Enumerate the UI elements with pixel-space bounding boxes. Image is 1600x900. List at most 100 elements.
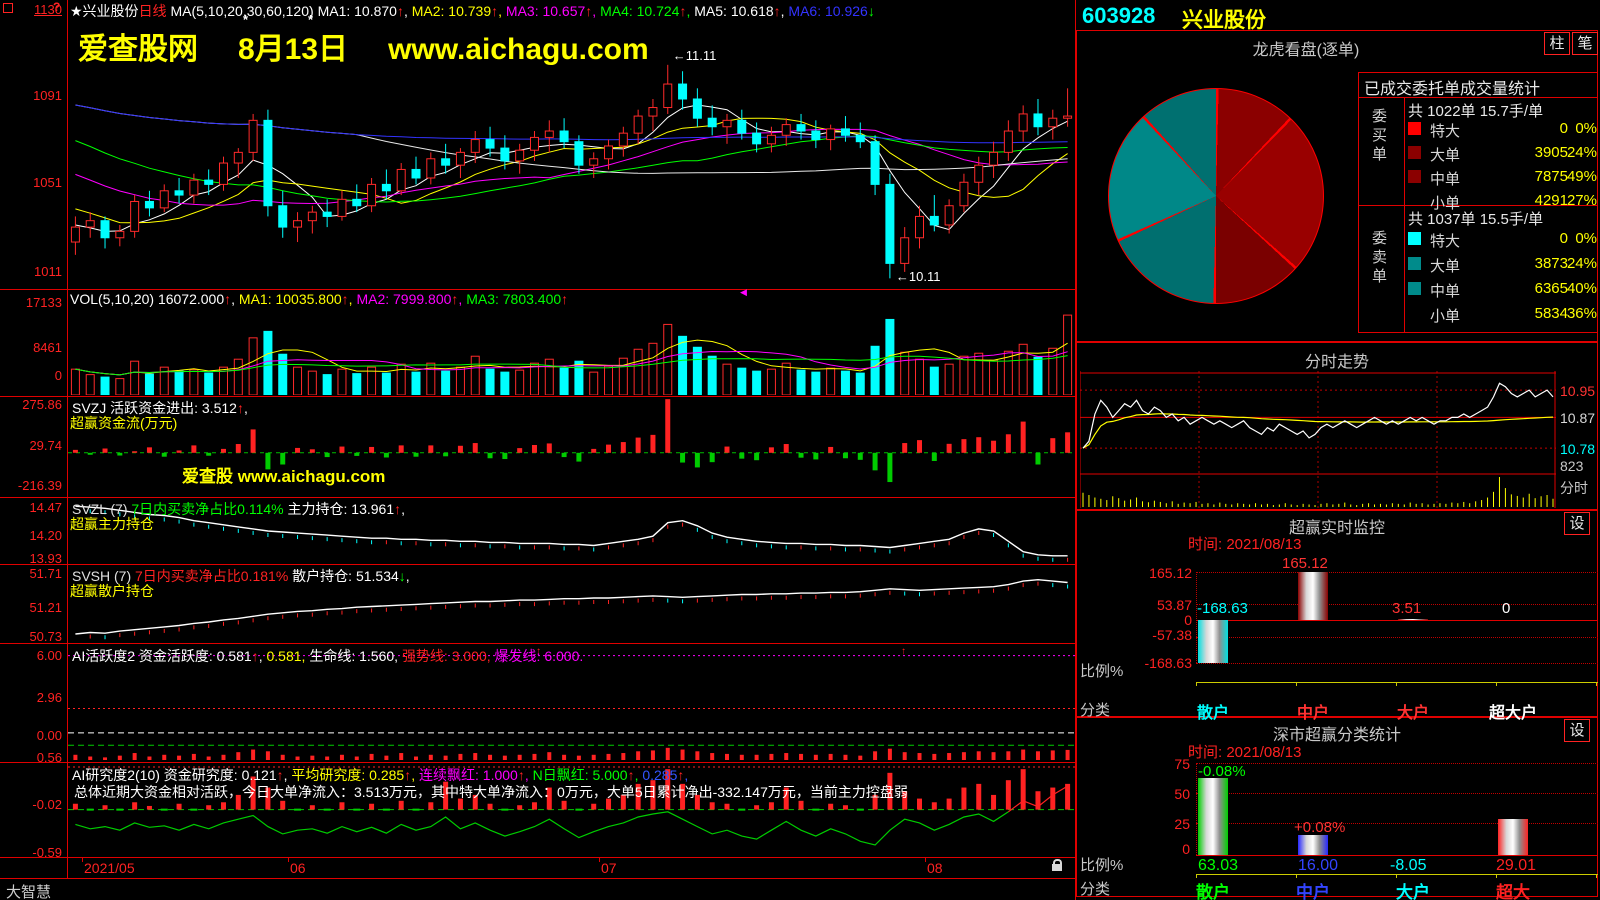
text-segment: , bbox=[411, 767, 420, 783]
axis-label-svzj: 29.74 bbox=[29, 438, 62, 453]
statusbar-separator bbox=[0, 878, 1075, 879]
text-segment: MA2: 10.739 bbox=[411, 3, 492, 19]
tick-mode-button[interactable]: 笔 bbox=[1572, 32, 1598, 55]
order-swatch bbox=[1408, 122, 1421, 135]
gridline bbox=[1196, 637, 1598, 638]
text-segment: 总体近期大资金相对活跃，今日大单净流入：3.513万元，其中特大单净流入：0万元… bbox=[74, 784, 908, 800]
table-border bbox=[1404, 97, 1405, 332]
svzl-subtitle: 超赢主力持仓 bbox=[70, 514, 154, 534]
text-segment: 平均研究度: 0.285 bbox=[291, 767, 405, 783]
axis-label-kline: 1011 bbox=[34, 264, 62, 279]
gridline bbox=[1196, 663, 1598, 664]
kline-chart[interactable] bbox=[68, 20, 1075, 289]
volume-chart[interactable] bbox=[68, 308, 1075, 395]
ai-yanjiudu-chart[interactable] bbox=[68, 764, 1075, 856]
buy-side-label: 委买单 bbox=[1370, 108, 1387, 165]
app-name: 大智慧 bbox=[6, 884, 52, 900]
gridline bbox=[1196, 763, 1598, 764]
text-segment: MA(5,10,20,30,60,120) bbox=[166, 3, 318, 19]
shenshi-ratio-label: 比例% bbox=[1080, 857, 1124, 874]
text-segment: MA2: 7999.800 bbox=[356, 291, 452, 307]
text-segment: , bbox=[405, 568, 410, 584]
monitor-category-超大户: 超大户 bbox=[1488, 705, 1537, 722]
longhu-title: 龙虎看盘(逐单) bbox=[1252, 42, 1360, 59]
axis-label-kline: 1051 bbox=[33, 175, 62, 190]
text-segment: 超赢主力持仓 bbox=[70, 516, 154, 532]
scroll-left-icon[interactable]: ◀ bbox=[740, 287, 747, 297]
fenshi-volume-label: 823 bbox=[1560, 458, 1584, 474]
text-segment: ↑ bbox=[451, 291, 459, 307]
order-volume-value: 7875 bbox=[1534, 168, 1568, 185]
text-segment: 超赢散户持仓 bbox=[70, 583, 154, 599]
event-marker-icon: * bbox=[308, 12, 314, 27]
fenshi-prevclose-label: 10.87 bbox=[1560, 410, 1596, 426]
axis-label-ai1: 0.00 bbox=[36, 728, 62, 743]
order-volume-pie-chart[interactable] bbox=[1108, 88, 1324, 304]
monitor-ytick: -57.38 bbox=[1152, 627, 1192, 643]
text-segment: N日飘红: 5.000 bbox=[532, 767, 628, 783]
text-segment: MA6: 10.926 bbox=[788, 3, 868, 19]
axis-tick bbox=[1496, 874, 1497, 878]
watermark-site: 爱查股网 bbox=[78, 33, 198, 66]
ai-yanjiudu-header: AI研究度2(10) 资金研究度: 0.121↑, 平均研究度: 0.285↑,… bbox=[72, 765, 688, 785]
date-label: 07 bbox=[601, 860, 617, 876]
capital-summary-text: 总体近期大资金相对活跃，今日大单净流入：3.513万元，其中特大单净流入：0万元… bbox=[74, 782, 908, 802]
svzl-chart[interactable] bbox=[68, 500, 1075, 562]
panel-separator bbox=[0, 497, 1075, 498]
shenshi-ytick: 25 bbox=[1174, 816, 1190, 832]
panel-separator bbox=[0, 289, 1075, 290]
text-segment: , bbox=[486, 648, 495, 664]
monitor-value-label: 0 bbox=[1502, 600, 1511, 617]
order-stats-title: 已成交委托单成交量统计 bbox=[1364, 81, 1541, 98]
text-segment: , bbox=[686, 3, 695, 19]
monitor-ytick: 53.87 bbox=[1156, 597, 1192, 613]
monitor-category-中户: 中户 bbox=[1296, 705, 1329, 722]
svsh-chart[interactable] bbox=[68, 567, 1075, 641]
svzl-header: SVZL (7) 7日内买卖净占比0.114% 主力持仓: 13.961↑, bbox=[72, 499, 405, 519]
date-tick bbox=[82, 857, 83, 862]
shenshi-category-超大: 超大 bbox=[1496, 883, 1530, 900]
text-segment: ↑ bbox=[561, 291, 569, 307]
shenshi-ytick: 50 bbox=[1174, 786, 1190, 802]
text-segment: , bbox=[634, 767, 643, 783]
axis-tick bbox=[1396, 682, 1397, 686]
text-segment: , bbox=[780, 3, 789, 19]
ai-huoyuedu-chart[interactable] bbox=[68, 646, 1075, 760]
gridline bbox=[1196, 763, 1197, 855]
axis-label-ai2: -0.02 bbox=[32, 797, 62, 812]
watermark-url: www.aichagu.com bbox=[388, 33, 649, 66]
shenshi-settings-button[interactable]: 设 bbox=[1564, 719, 1590, 742]
shenshi-time: 时间: 2021/08/13 bbox=[1188, 744, 1302, 761]
order-percent-value: 24% bbox=[1566, 255, 1597, 272]
text-segment: , bbox=[394, 648, 402, 664]
zero-line bbox=[1196, 855, 1598, 856]
axis-label-kline: 1091 bbox=[33, 88, 62, 103]
order-size-label: 中单 bbox=[1430, 283, 1461, 300]
date-tick bbox=[925, 857, 926, 862]
signal-arrow-icon: ↑ bbox=[536, 646, 541, 657]
axis-label-svsh: 51.21 bbox=[29, 600, 62, 615]
svsh-subtitle: 超赢散户持仓 bbox=[70, 581, 154, 601]
bar-mode-button[interactable]: 柱 bbox=[1544, 32, 1570, 55]
text-segment: , bbox=[403, 3, 412, 19]
table-border bbox=[1358, 72, 1359, 332]
monitor-ytick: 165.12 bbox=[1149, 565, 1192, 581]
shenshi-category-散户: 散户 bbox=[1196, 883, 1230, 900]
order-swatch bbox=[1408, 282, 1421, 295]
order-percent-value: 36% bbox=[1566, 305, 1597, 322]
order-percent-value: 40% bbox=[1566, 280, 1597, 297]
text-segment: ↓ bbox=[867, 3, 875, 19]
zero-line bbox=[1196, 620, 1598, 621]
monitor-ratio-label: 比例% bbox=[1080, 663, 1124, 680]
svzj-chart[interactable] bbox=[68, 399, 1075, 495]
panel-separator bbox=[0, 396, 1075, 397]
fenshi-title: 分时走势 bbox=[1304, 354, 1369, 371]
fenshi-low-label: 10.78 bbox=[1560, 441, 1596, 457]
text-segment: , bbox=[401, 501, 406, 517]
window-corner-icon[interactable] bbox=[3, 3, 13, 13]
text-segment: 0.581 bbox=[266, 648, 302, 664]
text-segment: ↑ bbox=[679, 3, 687, 19]
intraday-chart[interactable] bbox=[1080, 371, 1556, 508]
text-segment: , bbox=[684, 767, 689, 783]
monitor-settings-button[interactable]: 设 bbox=[1564, 512, 1590, 535]
